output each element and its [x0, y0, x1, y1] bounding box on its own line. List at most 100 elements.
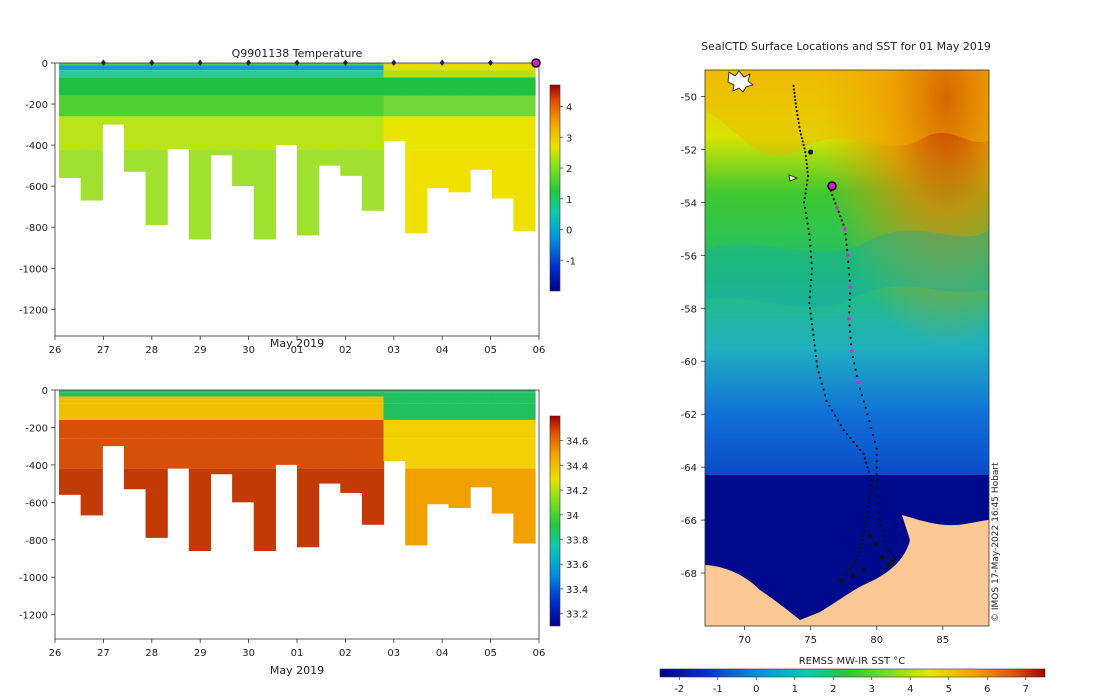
temperature-cell — [426, 63, 450, 66]
seal-track-dot — [869, 483, 873, 486]
seal-track-dot — [837, 210, 840, 214]
temperature-cell — [167, 116, 190, 150]
seal-track-dot — [851, 564, 854, 568]
seal-track-dot — [859, 546, 862, 549]
temperature-cell — [145, 149, 168, 226]
salinity-cell — [145, 438, 168, 469]
seal-track-dot — [867, 470, 870, 473]
temperature-cell — [102, 116, 125, 125]
seal-track-dot — [875, 472, 878, 476]
temperature-cell — [145, 77, 168, 96]
seal-track-dot — [876, 495, 879, 498]
temperature-cell — [297, 149, 320, 236]
seal-track-dot — [881, 529, 884, 532]
salinity-cell — [383, 396, 406, 404]
recent-position-dot — [843, 227, 847, 231]
temperature-cell — [470, 95, 493, 117]
sal-ytick-label: -200 — [25, 423, 48, 434]
temp-cbtick-label: 3 — [566, 133, 572, 144]
temperature-cell — [80, 70, 103, 78]
sal-xtick-label: 01 — [291, 648, 304, 659]
temperature-cell — [340, 65, 363, 71]
temperature-cell — [405, 116, 428, 150]
seal-track-dot — [804, 192, 807, 195]
salinity-cell — [210, 392, 233, 397]
sal-ytick-label: -800 — [25, 536, 48, 547]
seal-track-dot — [868, 496, 871, 500]
salinity-cell — [232, 438, 255, 469]
seal-track-dot — [848, 292, 852, 295]
seal-track-dot — [806, 174, 810, 178]
temp-xtick-label: 29 — [194, 345, 207, 356]
sal-ytick-label: -400 — [25, 461, 48, 472]
seal-track-dot — [839, 424, 842, 427]
seal-track-dot — [871, 433, 875, 436]
seal-track-dot — [795, 105, 798, 109]
salinity-cell — [383, 438, 406, 462]
temp-cbtick-label: 2 — [566, 164, 572, 175]
seal-track-dot — [869, 492, 872, 495]
temperature-cell — [167, 77, 190, 96]
seal-track-dot — [816, 365, 819, 368]
sal-xtick-label: 26 — [49, 648, 62, 659]
seal-track-dot — [810, 267, 814, 270]
seal-track-dot — [805, 183, 808, 186]
seal-track-dot — [847, 260, 850, 263]
credit-text: © IMOS 17-May-2022 16:45 Hobart — [991, 462, 1001, 622]
seal-track-dot — [804, 150, 807, 154]
temperature-cell — [361, 65, 385, 71]
temp-cbtick-label: 0 — [566, 226, 572, 237]
salinity-cell — [102, 438, 125, 447]
sst-colorbar-ticks: -2 -1 0 1 2 3 4 5 6 7 — [674, 677, 1029, 695]
temperature-cell — [123, 65, 147, 71]
seal-track-dot — [809, 284, 812, 287]
salinity-cell — [275, 396, 298, 404]
temperature-cell — [253, 70, 276, 78]
salinity-cell — [59, 403, 82, 420]
seal-track-dot — [809, 250, 812, 253]
temperature-cell — [167, 65, 190, 71]
salinity-cell — [232, 392, 255, 397]
sal-ytick-label: 0 — [42, 386, 48, 397]
temp-ytick-label: -800 — [25, 223, 48, 234]
salinity-cell — [80, 403, 103, 420]
temperature-cell — [426, 70, 450, 78]
temperature-cell — [123, 149, 147, 172]
salinity-cell — [361, 468, 385, 525]
temp-ytick-label: 0 — [42, 59, 48, 70]
salinity-cell — [297, 419, 320, 439]
temperature-cell — [426, 65, 450, 71]
seal-track-dot — [868, 501, 871, 504]
salinity-cell — [491, 403, 514, 420]
salinity-cell — [80, 392, 103, 397]
salinity-cell — [361, 419, 385, 439]
salinity-cell — [297, 392, 320, 397]
seal-track-dot — [878, 518, 881, 522]
seal-track-dot — [873, 440, 876, 443]
sal-xtick-label: 30 — [242, 648, 255, 659]
salinity-cell — [448, 390, 471, 393]
temp-ytick-label: -1000 — [19, 264, 48, 275]
seal-track-dot — [819, 376, 822, 380]
salinity-cell — [102, 396, 125, 404]
salinity-cell — [167, 396, 190, 404]
seal-track-dot — [848, 324, 851, 327]
seal-track-dot — [802, 201, 806, 204]
temperature-cell — [340, 95, 363, 117]
seal-track-dot — [849, 567, 852, 571]
salinity-cell — [470, 468, 493, 488]
salinity-cell — [275, 419, 298, 439]
lat-tick-label: -58 — [681, 304, 697, 315]
salinity-cell — [405, 392, 428, 397]
recent-position-dot — [856, 380, 861, 385]
salinity-cell — [318, 403, 341, 420]
recent-position-dot — [845, 253, 850, 258]
seal-track-dot — [870, 479, 873, 482]
temperature-cell — [491, 77, 514, 96]
temp-xtick-label: 03 — [387, 345, 400, 356]
seal-track-dot — [888, 548, 891, 551]
salinity-cell — [513, 438, 536, 469]
seal-track-dot — [812, 338, 816, 342]
seal-track-dot — [855, 374, 859, 378]
